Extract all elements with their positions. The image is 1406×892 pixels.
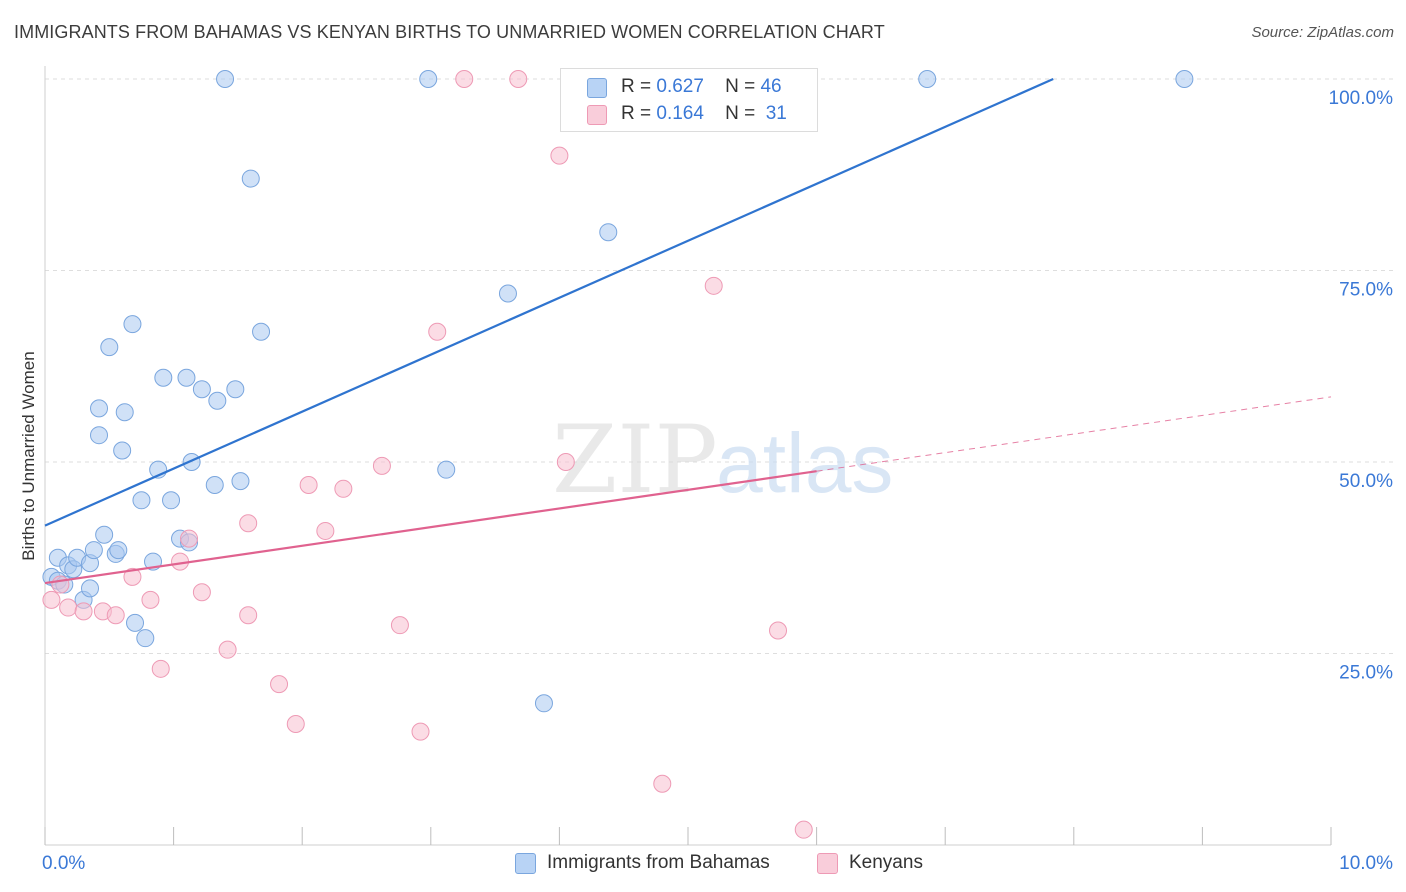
point-series1-12 <box>218 640 237 659</box>
point-series0-25 <box>154 368 173 387</box>
point-series0-37 <box>241 169 260 188</box>
point-series0-9 <box>81 579 100 598</box>
y-tick-label-3: 100.0% <box>1329 88 1394 109</box>
axes <box>44 66 1332 846</box>
point-series1-30 <box>769 621 788 640</box>
watermark-atlas: atlas <box>716 416 893 510</box>
y-tick-label-1: 50.0% <box>1339 471 1393 492</box>
point-series0-39 <box>419 70 438 88</box>
point-series0-13 <box>95 525 114 544</box>
point-series0-38 <box>252 322 271 341</box>
y-tick-label-2: 75.0% <box>1339 280 1393 301</box>
bottom-legend-label-kenyans: Kenyans <box>849 852 923 873</box>
point-series0-34 <box>216 70 235 88</box>
trend-line-dashed-series1 <box>816 396 1332 472</box>
point-series1-7 <box>141 590 160 609</box>
point-series0-20 <box>126 613 145 632</box>
point-series0-19 <box>123 315 142 334</box>
point-series0-26 <box>162 491 181 510</box>
chart-title: IMMIGRANTS FROM BAHAMAS VS KENYAN BIRTHS… <box>14 22 885 42</box>
y-tick-label-0: 25.0% <box>1339 663 1393 684</box>
point-series1-31 <box>794 820 813 839</box>
trend-line-series0 <box>44 77 1054 527</box>
point-series1-28 <box>653 774 672 793</box>
point-series0-31 <box>192 380 211 399</box>
point-series0-21 <box>132 491 151 510</box>
point-series1-14 <box>239 606 258 625</box>
bottom-legend-swatch-kenyans <box>817 853 838 874</box>
tick-labels: 25.0% 50.0% 75.0% 100.0% 0.0% 10.0% <box>42 88 1393 874</box>
legend-swatch-bahamas <box>587 78 607 98</box>
correlation-legend: R = 0.627 N = 46 R = 0.164 N = 31 <box>560 68 818 132</box>
point-series0-22 <box>136 629 155 648</box>
point-series0-32 <box>205 475 224 494</box>
grid <box>45 78 1394 654</box>
legend-text-bahamas: R = 0.627 N = 46 <box>621 76 782 97</box>
point-series0-14 <box>100 338 119 357</box>
point-series1-8 <box>151 659 170 678</box>
point-series0-43 <box>599 223 618 242</box>
legend-swatch-kenyans <box>587 105 607 125</box>
point-series0-40 <box>437 460 456 479</box>
points <box>42 70 1194 839</box>
point-series1-17 <box>299 475 318 494</box>
point-series1-29 <box>704 276 723 295</box>
bottom-legend-label-bahamas: Immigrants from Bahamas <box>547 852 770 873</box>
point-series0-17 <box>113 441 132 460</box>
point-series0-44 <box>918 70 937 88</box>
point-series1-13 <box>239 514 258 533</box>
legend-text-kenyans: R = 0.164 N = 31 <box>621 103 787 124</box>
point-series0-30 <box>182 453 201 471</box>
point-series1-27 <box>556 453 575 471</box>
point-series1-19 <box>334 479 353 498</box>
x-tick-label-0: 0.0% <box>42 853 85 874</box>
point-series1-3 <box>74 602 93 621</box>
point-series0-18 <box>115 403 134 422</box>
bottom-legend-swatch-bahamas <box>515 853 536 874</box>
point-series1-26 <box>550 146 569 165</box>
point-series1-11 <box>192 583 211 602</box>
point-series1-15 <box>270 675 289 694</box>
point-series1-23 <box>428 322 447 341</box>
point-series0-42 <box>534 694 553 713</box>
point-series0-10 <box>84 541 103 560</box>
point-series1-0 <box>42 590 61 609</box>
point-series1-22 <box>411 722 430 741</box>
point-series0-45 <box>1175 70 1194 88</box>
point-series0-12 <box>90 399 109 418</box>
point-series0-11 <box>90 426 109 445</box>
point-series1-5 <box>106 606 125 625</box>
watermark-zip: ZIP <box>552 406 718 515</box>
point-series0-41 <box>498 284 517 303</box>
point-series1-10 <box>180 529 199 548</box>
point-series1-6 <box>123 567 142 586</box>
x-tick-label-1: 10.0% <box>1339 853 1393 874</box>
point-series0-35 <box>226 380 245 399</box>
trend-line-series1 <box>44 470 817 585</box>
point-series1-24 <box>455 70 474 88</box>
point-series1-2 <box>59 598 78 617</box>
point-series0-33 <box>208 391 227 410</box>
point-series0-16 <box>109 541 128 560</box>
point-series1-21 <box>390 616 409 635</box>
point-series1-25 <box>509 70 528 88</box>
point-series0-28 <box>177 368 196 387</box>
point-series1-1 <box>51 575 70 594</box>
trend-lines <box>44 77 1332 585</box>
point-series0-36 <box>231 472 250 491</box>
point-series1-16 <box>286 714 305 733</box>
point-series1-18 <box>316 521 335 540</box>
point-series1-20 <box>372 456 391 475</box>
source-label: Source: ZipAtlas.com <box>1251 24 1394 41</box>
